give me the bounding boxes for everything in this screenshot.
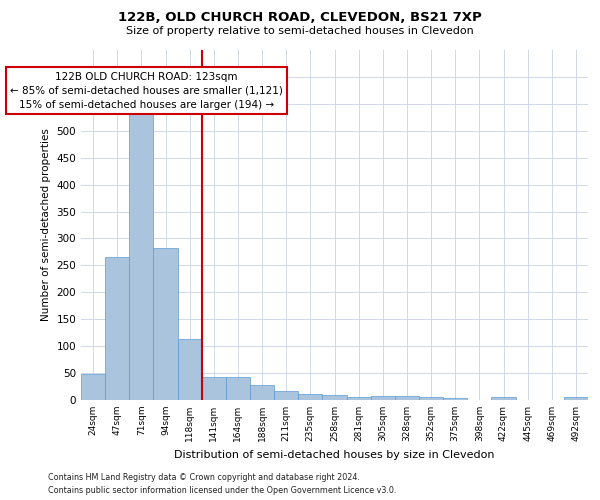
Bar: [226, 378, 250, 400]
Text: Contains public sector information licensed under the Open Government Licence v3: Contains public sector information licen…: [48, 486, 397, 495]
Text: Size of property relative to semi-detached houses in Clevedon: Size of property relative to semi-detach…: [126, 26, 474, 36]
Bar: [564, 398, 588, 400]
Bar: [105, 258, 129, 400]
Bar: [322, 394, 347, 400]
Text: 122B, OLD CHURCH ROAD, CLEVEDON, BS21 7XP: 122B, OLD CHURCH ROAD, CLEVEDON, BS21 7X…: [118, 11, 482, 24]
Y-axis label: Number of semi-detached properties: Number of semi-detached properties: [41, 128, 51, 322]
X-axis label: Distribution of semi-detached houses by size in Clevedon: Distribution of semi-detached houses by …: [174, 450, 495, 460]
Text: 122B OLD CHURCH ROAD: 123sqm
← 85% of semi-detached houses are smaller (1,121)
1: 122B OLD CHURCH ROAD: 123sqm ← 85% of se…: [10, 72, 283, 110]
Bar: [250, 386, 274, 400]
Bar: [443, 398, 467, 400]
Bar: [491, 398, 515, 400]
Bar: [371, 396, 395, 400]
Bar: [81, 374, 105, 400]
Bar: [347, 397, 371, 400]
Bar: [274, 391, 298, 400]
Bar: [129, 80, 154, 400]
Text: Contains HM Land Registry data © Crown copyright and database right 2024.: Contains HM Land Registry data © Crown c…: [48, 472, 360, 482]
Bar: [419, 398, 443, 400]
Bar: [178, 339, 202, 400]
Bar: [298, 394, 322, 400]
Bar: [154, 248, 178, 400]
Bar: [395, 396, 419, 400]
Bar: [202, 377, 226, 400]
